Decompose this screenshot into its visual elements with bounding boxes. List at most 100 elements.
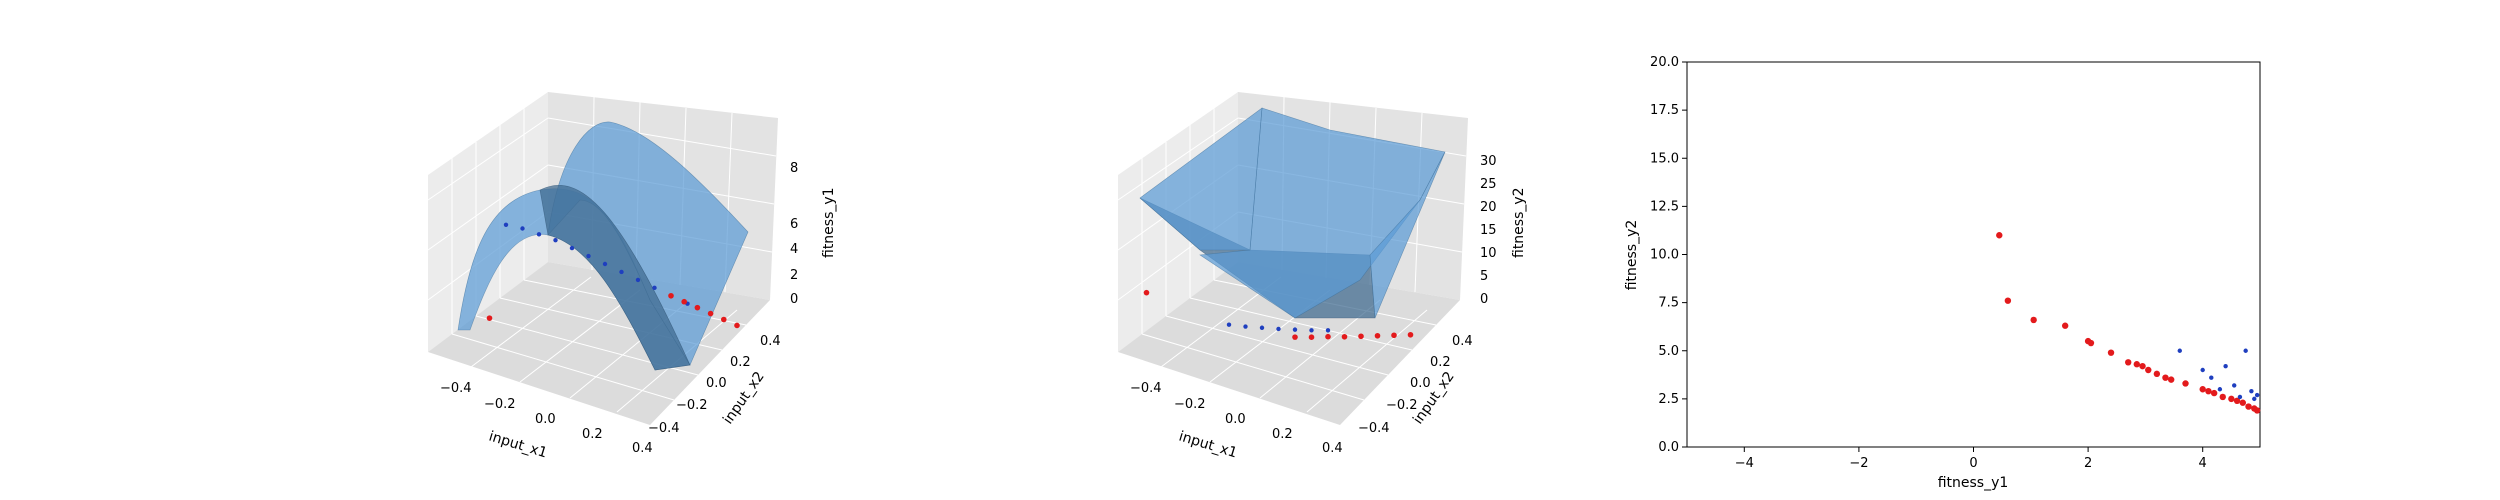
data-point xyxy=(1292,327,1298,332)
data-point xyxy=(2232,383,2237,388)
scatter-plot-fitness: −4 −2 0 2 4 0.0 2.5 5.0 7.5 10.0 12.5 15.0 17.5 20.0… xyxy=(1624,55,2261,491)
data-point xyxy=(520,226,525,231)
data-point xyxy=(1309,328,1314,333)
y-tick: 0.0 xyxy=(1410,376,1431,391)
z-tick: 0 xyxy=(790,292,798,307)
x-tick-label: 0 xyxy=(1969,456,1977,471)
data-point xyxy=(503,222,509,227)
z-tick: 5 xyxy=(1480,269,1488,284)
x-axis-ticks: −0.4 −0.2 0.0 0.2 0.4 xyxy=(1130,381,1343,456)
x-axis-label: input_x1 xyxy=(1177,429,1239,462)
data-point xyxy=(2252,396,2257,402)
data-point xyxy=(2253,407,2261,414)
data-point xyxy=(1996,232,2003,239)
y-tick-label: 15.0 xyxy=(1650,151,1679,166)
y-axis-ticks: 0.0 2.5 5.0 7.5 10.0 12.5 15.0 17.5 20.0 xyxy=(1650,55,1687,455)
data-point xyxy=(1226,322,1232,327)
surface-plot-fitness-y1: −0.4 −0.2 0.0 0.2 0.4 input_x1 −0.4 −0.2… xyxy=(427,92,837,462)
y-tick: −0.4 xyxy=(1358,421,1390,436)
y-axis-label: fitness_y2 xyxy=(1624,220,1640,291)
y-tick: 0.4 xyxy=(760,334,781,349)
data-point xyxy=(553,237,558,243)
z-tick: 0 xyxy=(1480,292,1488,307)
x-tick: 0.0 xyxy=(535,412,556,427)
z-tick: 10 xyxy=(1480,246,1497,261)
z-axis-label: fitness_y2 xyxy=(1511,187,1527,258)
surface-right xyxy=(1369,151,1446,319)
data-point xyxy=(2182,380,2189,387)
data-point xyxy=(2030,316,2037,324)
x-tick: −0.4 xyxy=(1130,381,1162,396)
x-tick: 0.4 xyxy=(1322,441,1343,456)
y-axis-ticks: −0.4 −0.2 0.0 0.2 0.4 xyxy=(648,334,781,436)
y-tick: −0.4 xyxy=(648,421,680,436)
y-tick-label: 7.5 xyxy=(1658,296,1679,311)
scatter-points xyxy=(1996,232,2261,414)
data-point xyxy=(2133,361,2141,368)
data-point xyxy=(1292,334,1298,340)
scatter-points-1 xyxy=(486,222,740,329)
left-pane xyxy=(428,92,548,352)
data-point xyxy=(1391,332,1397,339)
z-tick: 8 xyxy=(790,161,798,176)
data-point xyxy=(2087,339,2095,347)
data-point xyxy=(2254,392,2260,398)
data-point xyxy=(1325,328,1331,333)
data-point xyxy=(2205,387,2212,395)
z-tick: 6 xyxy=(790,217,798,232)
y-tick-label: 10.0 xyxy=(1650,248,1679,263)
x-tick: −0.4 xyxy=(440,381,472,396)
x-tick: −0.2 xyxy=(484,397,516,412)
data-point xyxy=(2162,374,2169,381)
data-point xyxy=(694,304,701,311)
data-point xyxy=(707,310,714,317)
data-point xyxy=(2200,367,2205,373)
surface-left xyxy=(1139,107,1263,251)
z-tick: 20 xyxy=(1480,200,1497,215)
data-point xyxy=(1358,333,1364,340)
x-tick-label: 4 xyxy=(2199,456,2207,471)
data-point xyxy=(1143,289,1150,296)
y-tick: 0.0 xyxy=(706,376,727,391)
data-point xyxy=(586,253,591,259)
y-tick: 0.2 xyxy=(730,355,751,370)
data-point xyxy=(2139,362,2146,370)
x-axis-ticks: −0.4 −0.2 0.0 0.2 0.4 xyxy=(440,381,653,456)
data-point xyxy=(2245,403,2252,410)
data-point xyxy=(536,232,542,237)
surface-shadow xyxy=(539,185,691,371)
z-tick: 4 xyxy=(790,242,798,257)
data-point xyxy=(2145,366,2152,374)
data-point xyxy=(721,316,727,323)
x-tick: 0.0 xyxy=(1225,412,1246,427)
plot-frame xyxy=(1686,61,2261,448)
data-point xyxy=(2210,389,2218,397)
data-point xyxy=(2107,349,2115,356)
data-point xyxy=(1308,334,1315,340)
data-point xyxy=(2233,397,2241,404)
data-point xyxy=(2153,370,2161,378)
y-tick: 0.2 xyxy=(1430,355,1451,370)
data-point xyxy=(1325,333,1331,340)
y-axis-ticks: −0.4 −0.2 0.0 0.2 0.4 xyxy=(1358,334,1473,436)
y-tick-label: 20.0 xyxy=(1650,55,1679,70)
data-point xyxy=(2199,386,2206,393)
data-point xyxy=(2217,387,2223,392)
data-point xyxy=(2249,388,2254,394)
x-tick-label: −4 xyxy=(1735,456,1754,471)
x-axis-label: input_x1 xyxy=(487,429,549,462)
data-point xyxy=(2004,297,2012,304)
data-point xyxy=(2243,348,2248,353)
data-point xyxy=(1407,331,1414,338)
surface-plot-fitness-y2: −0.4 −0.2 0.0 0.2 0.4 input_x1 −0.4 −0.2… xyxy=(1117,92,1527,462)
data-point xyxy=(486,315,493,321)
y-tick: −0.2 xyxy=(676,398,708,413)
data-point xyxy=(2167,376,2175,383)
data-point xyxy=(1341,333,1348,340)
x-axis-ticks: −4 −2 0 2 4 xyxy=(1735,447,2207,471)
x-tick: 0.2 xyxy=(1272,427,1293,442)
x-axis-label: fitness_y1 xyxy=(1938,475,2009,491)
y-tick-label: 0.0 xyxy=(1658,440,1679,455)
data-point xyxy=(2209,375,2214,380)
